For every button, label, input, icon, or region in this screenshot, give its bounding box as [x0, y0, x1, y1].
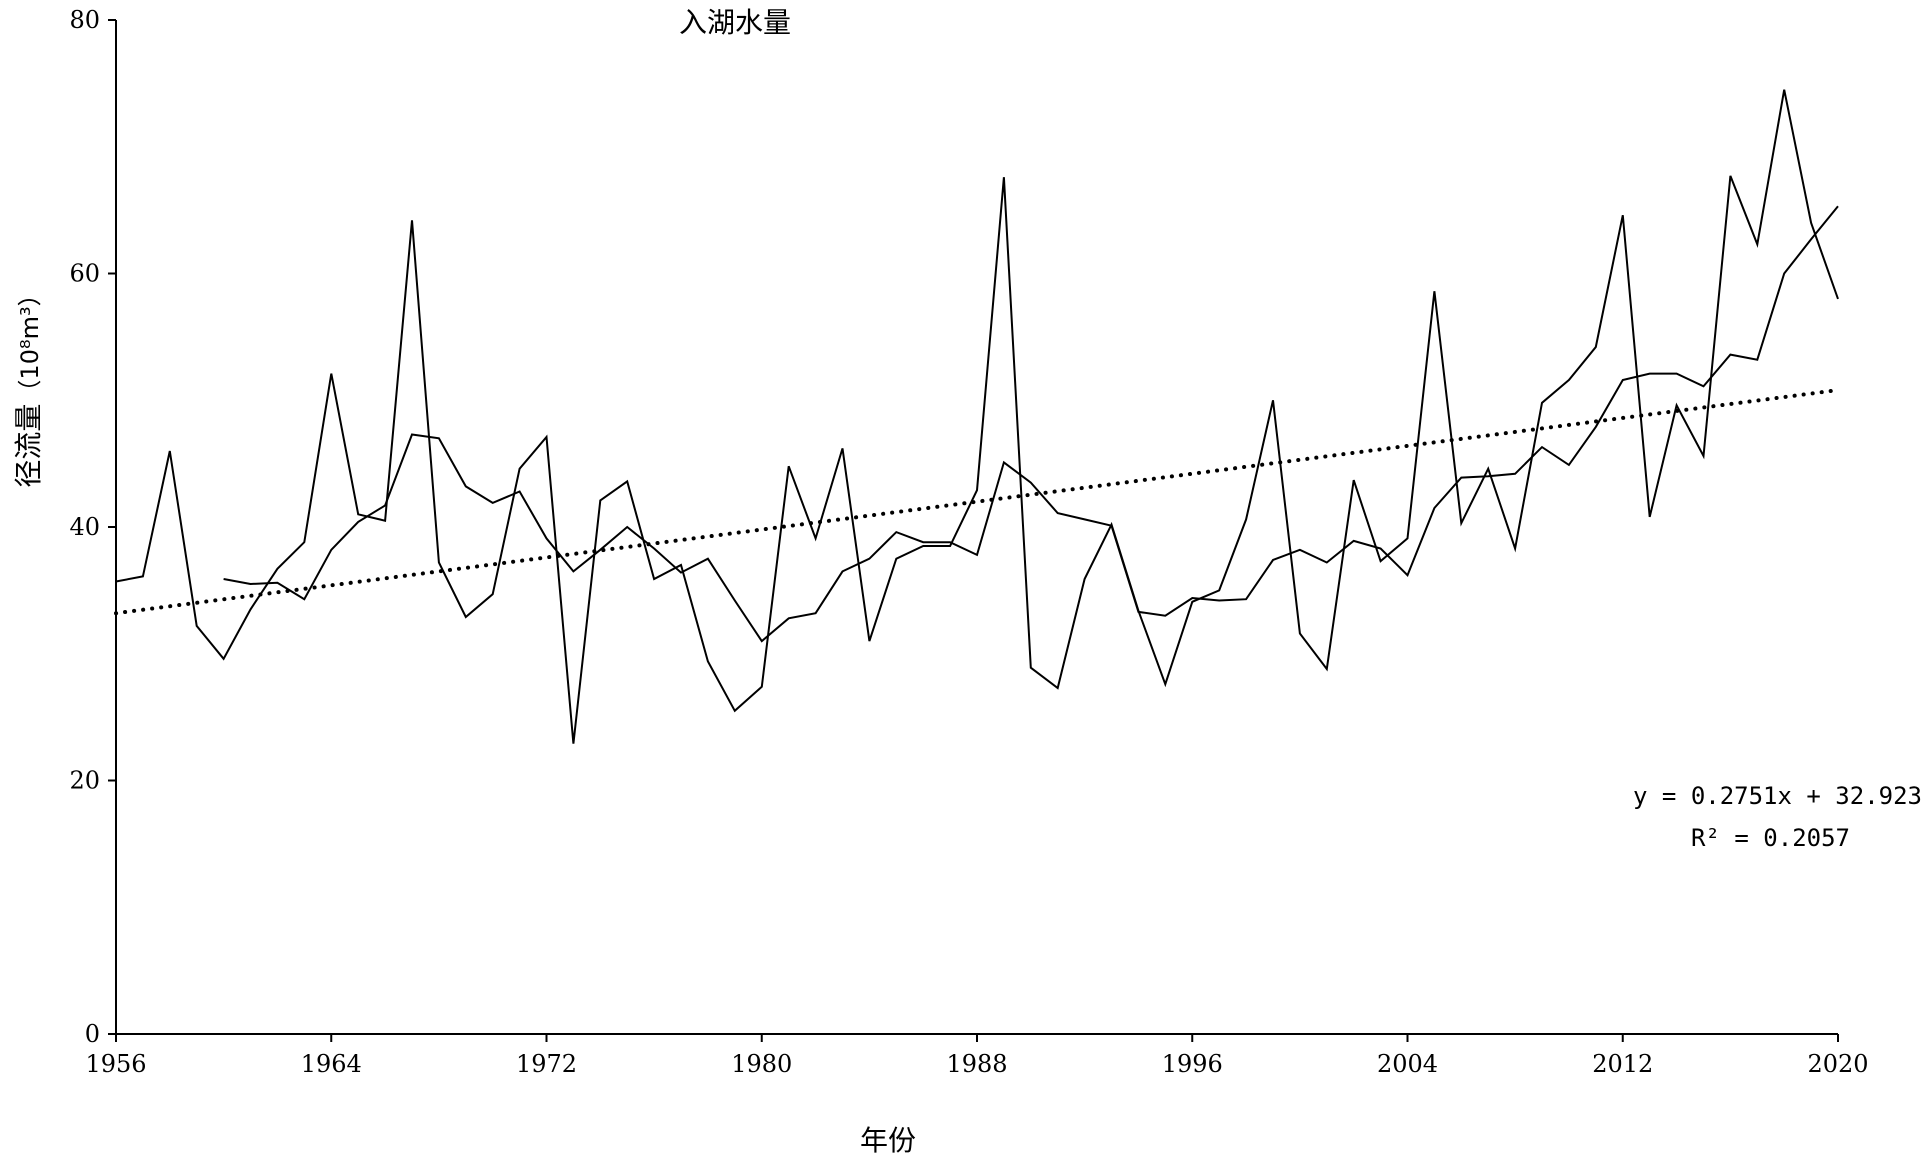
x-tick-label: 1972: [516, 1050, 577, 1078]
y-tick-label: 40: [69, 513, 100, 541]
moving-average-line: [223, 205, 1839, 643]
x-tick-label: 2020: [1807, 1050, 1868, 1078]
x-tick-label: 1996: [1162, 1050, 1223, 1078]
series-group: [114, 89, 1840, 744]
x-tick-label: 2004: [1377, 1050, 1438, 1078]
y-tick-label: 0: [85, 1020, 100, 1048]
annual-runoff-line: [115, 89, 1839, 744]
trend-r-squared: R² = 0.2057: [1691, 824, 1850, 852]
y-tick-label: 20: [69, 767, 100, 795]
chart-title: 入湖水量: [679, 6, 791, 39]
x-tick-label: 1980: [731, 1050, 792, 1078]
y-tick-label: 60: [69, 260, 100, 288]
axes: 0 20 40 60 80 1956 1964 1972 1980 1988 1996 2004 201…: [69, 6, 1868, 1078]
trend-equation: y = 0.2751x + 32.923: [1633, 782, 1922, 810]
y-axis-title-main: 径流量: [12, 404, 45, 488]
x-tick-label: 1956: [85, 1050, 146, 1078]
x-axis-title: 年份: [860, 1124, 916, 1157]
y-axis-title-unit: （10⁸m³）: [16, 282, 44, 403]
labels: 入湖水量 年份 径流量（10⁸m³） y = 0.2751x + 32.923 …: [12, 6, 1922, 1157]
y-tick-label: 80: [69, 6, 100, 34]
x-tick-label: 1988: [946, 1050, 1007, 1078]
x-tick-label: 1964: [301, 1050, 362, 1078]
trend-line: [114, 388, 1840, 616]
y-axis-title: 径流量（10⁸m³）: [12, 282, 45, 487]
svg-text:径流量（10⁸m³）: 径流量（10⁸m³）: [12, 282, 45, 487]
x-tick-label: 2012: [1592, 1050, 1653, 1078]
